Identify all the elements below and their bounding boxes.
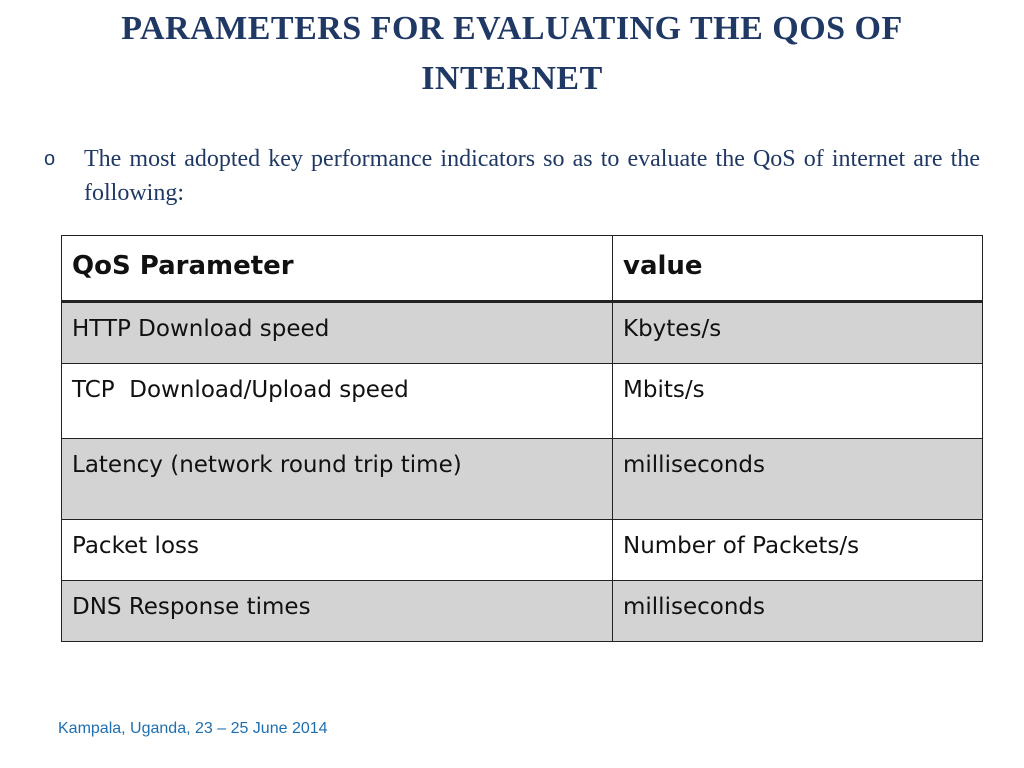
table-row: HTTP Download speed Kbytes/s <box>61 301 983 364</box>
table-cell-value: Kbytes/s <box>612 301 983 364</box>
table-row: DNS Response times milliseconds <box>61 580 983 642</box>
table-cell-parameter: HTTP Download speed <box>61 301 613 364</box>
table-header-row: QoS Parameter value <box>61 235 983 303</box>
bullet-marker: o <box>44 148 56 170</box>
table-row: Packet loss Number of Packets/s <box>61 519 983 581</box>
table-cell-value: milliseconds <box>612 580 983 642</box>
footer-location-date: Kampala, Uganda, 23 – 25 June 2014 <box>58 720 328 737</box>
table-cell-parameter: Packet loss <box>61 519 613 581</box>
table-cell-value: Mbits/s <box>612 363 983 439</box>
table-cell-parameter: TCP Download/Upload speed <box>61 363 613 439</box>
table-cell-value: Number of Packets/s <box>612 519 983 581</box>
column-header-value: value <box>612 235 983 303</box>
bullet-text: The most adopted key performance indicat… <box>84 146 980 206</box>
bullet-item: o The most adopted key performance indic… <box>44 142 980 210</box>
table-cell-parameter: Latency (network round trip time) <box>61 438 613 520</box>
column-header-parameter: QoS Parameter <box>61 235 613 303</box>
slide-title: PARAMETERS FOR EVALUATING THE QOS OF INT… <box>121 10 903 97</box>
table-row: Latency (network round trip time) millis… <box>61 438 983 520</box>
table-cell-value: milliseconds <box>612 438 983 520</box>
table-row: TCP Download/Upload speed Mbits/s <box>61 363 983 439</box>
qos-table: QoS Parameter value HTTP Download speed … <box>61 235 983 642</box>
table-cell-parameter: DNS Response times <box>61 580 613 642</box>
